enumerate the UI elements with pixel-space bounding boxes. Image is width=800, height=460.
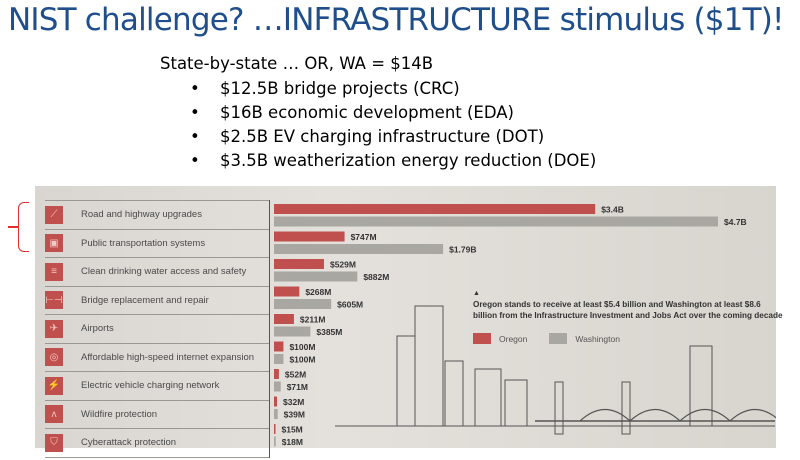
category-label: Public transportation systems: [81, 237, 206, 249]
bar-value-label: $100M: [289, 355, 315, 365]
legend: Oregon Washington: [473, 333, 620, 344]
red-bracket-annotation: [18, 202, 29, 252]
bullet-item: $16B economic development (EDA): [190, 101, 596, 125]
oregon-bar: [274, 396, 278, 407]
legend-oregon: Oregon: [499, 333, 528, 344]
category-row: ▣ Public transportation systems: [45, 230, 269, 258]
oregon-bar: [274, 259, 324, 269]
washington-bar: [274, 354, 284, 364]
bridge-arch: [679, 408, 731, 422]
category-row: ◎ Affordable high-speed internet expansio…: [45, 344, 269, 372]
bar-value-label: $385M: [316, 327, 342, 337]
bar-value-label: $211M: [300, 315, 326, 325]
bullet-list: $12.5B bridge projects (CRC) $16B econom…: [190, 77, 596, 173]
bridge-arch: [729, 408, 776, 422]
category-row: ≡ Clean drinking water access and safety: [45, 258, 269, 287]
bar-value-label: $882M: [363, 272, 389, 282]
bar-value-label: $4.7B: [724, 217, 747, 227]
ev-charger-icon: ⚡: [45, 376, 63, 395]
wifi-icon: ◎: [45, 348, 63, 367]
skyline-building: [689, 345, 713, 427]
slide-title: NIST challenge? …INFRASTRUCTURE stimulus…: [8, 2, 784, 38]
annotation-text: Oregon stands to receive at least $5.4 b…: [473, 300, 783, 320]
bullet-item: $12.5B bridge projects (CRC): [190, 77, 596, 101]
washington-bar: [274, 381, 281, 392]
bar-value-label: $18M: [282, 437, 303, 447]
bridge-arch: [579, 408, 631, 422]
washington-shape-icon: [549, 333, 568, 344]
bar-value-label: $3.4B: [601, 205, 624, 215]
road-icon: ⟋: [45, 205, 63, 224]
oregon-bar: [274, 204, 596, 214]
category-label: Bridge replacement and repair: [81, 294, 209, 306]
oregon-bar: [274, 341, 284, 352]
category-label: Cyberattack protection: [81, 437, 177, 449]
bar-value-label: $100M: [289, 342, 315, 352]
bridge-tower: [554, 381, 564, 435]
bar-value-label: $1.79B: [449, 245, 476, 255]
skyline-building: [474, 368, 502, 427]
category-row: ʌ Wildfire protection: [45, 401, 269, 429]
bar-value-label: $605M: [337, 300, 363, 310]
shield-icon: ⛉: [45, 433, 63, 452]
washington-bar: [274, 326, 311, 337]
category-row: ⟋ Road and highway upgrades: [45, 200, 269, 230]
skyline-building: [444, 360, 464, 427]
bar-value-label: $747M: [351, 232, 377, 242]
bus-icon: ▣: [45, 234, 63, 253]
category-row: ✈ Airports: [45, 315, 269, 344]
bridge-arch: [629, 408, 681, 422]
bar-value-label: $529M: [330, 260, 356, 270]
bridge-icon: ⊢⊣: [45, 291, 63, 310]
skyline-building: [396, 335, 416, 427]
legend-washington: Washington: [575, 333, 620, 344]
category-label: Clean drinking water access and safety: [81, 266, 247, 278]
category-label: Affordable high-speed internet expansion: [81, 351, 255, 363]
skyline-building: [414, 305, 444, 427]
skyline-building: [504, 379, 528, 427]
category-label: Road and highway upgrades: [81, 209, 202, 221]
water-icon: ≡: [45, 262, 63, 281]
chart-annotation: ▲ Oregon stands to receive at least $5.4 …: [473, 290, 783, 320]
oregon-shape-icon: [473, 333, 491, 344]
slide-subtitle: State-by-state … OR, WA = $14B: [160, 54, 434, 73]
newspaper-chart-photo: ⟋ Road and highway upgrades ▣ Public transp…: [35, 186, 783, 458]
bar-value-label: $52M: [285, 370, 306, 380]
washington-bar: [274, 244, 444, 254]
category-row: ⚡ Electric vehicle charging network: [45, 372, 269, 401]
category-row: ⊢⊣ Bridge replacement and repair: [45, 287, 269, 315]
fire-icon: ʌ: [45, 405, 63, 424]
category-label: Electric vehicle charging network: [81, 380, 220, 392]
oregon-bar: [274, 424, 276, 434]
bar-value-label: $32M: [283, 397, 304, 407]
washington-bar: [274, 216, 718, 227]
bar-value-label: $15M: [282, 425, 303, 435]
bullet-item: $3.5B weatherization energy reduction (D…: [190, 149, 596, 173]
category-label: Airports: [81, 323, 114, 335]
category-row: ⛉ Cyberattack protection: [45, 429, 269, 458]
oregon-bar: [274, 314, 294, 324]
bridge-tower: [621, 381, 631, 435]
washington-bar: [274, 409, 278, 419]
airplane-icon: ✈: [45, 319, 63, 338]
washington-bar: [274, 271, 358, 282]
bar-value-label: $39M: [284, 410, 305, 420]
red-bracket-tick: [8, 226, 18, 228]
bar-value-label: $71M: [287, 382, 308, 392]
bullet-item: $2.5B EV charging infrastructure (DOT): [190, 125, 596, 149]
bar-chart: $3.4B $747M $529M $268M $211M $100M $52M $32M $1…: [274, 204, 776, 447]
bar-value-label: $268M: [305, 287, 331, 297]
category-label: Wildfire protection: [81, 408, 158, 420]
category-labels: ⟋ Road and highway upgrades ▣ Public transp…: [45, 200, 270, 458]
oregon-bar: [274, 231, 345, 242]
oregon-bar: [274, 286, 300, 297]
washington-bar: [274, 436, 276, 447]
oregon-bar: [274, 369, 279, 379]
washington-bar: [274, 299, 332, 309]
